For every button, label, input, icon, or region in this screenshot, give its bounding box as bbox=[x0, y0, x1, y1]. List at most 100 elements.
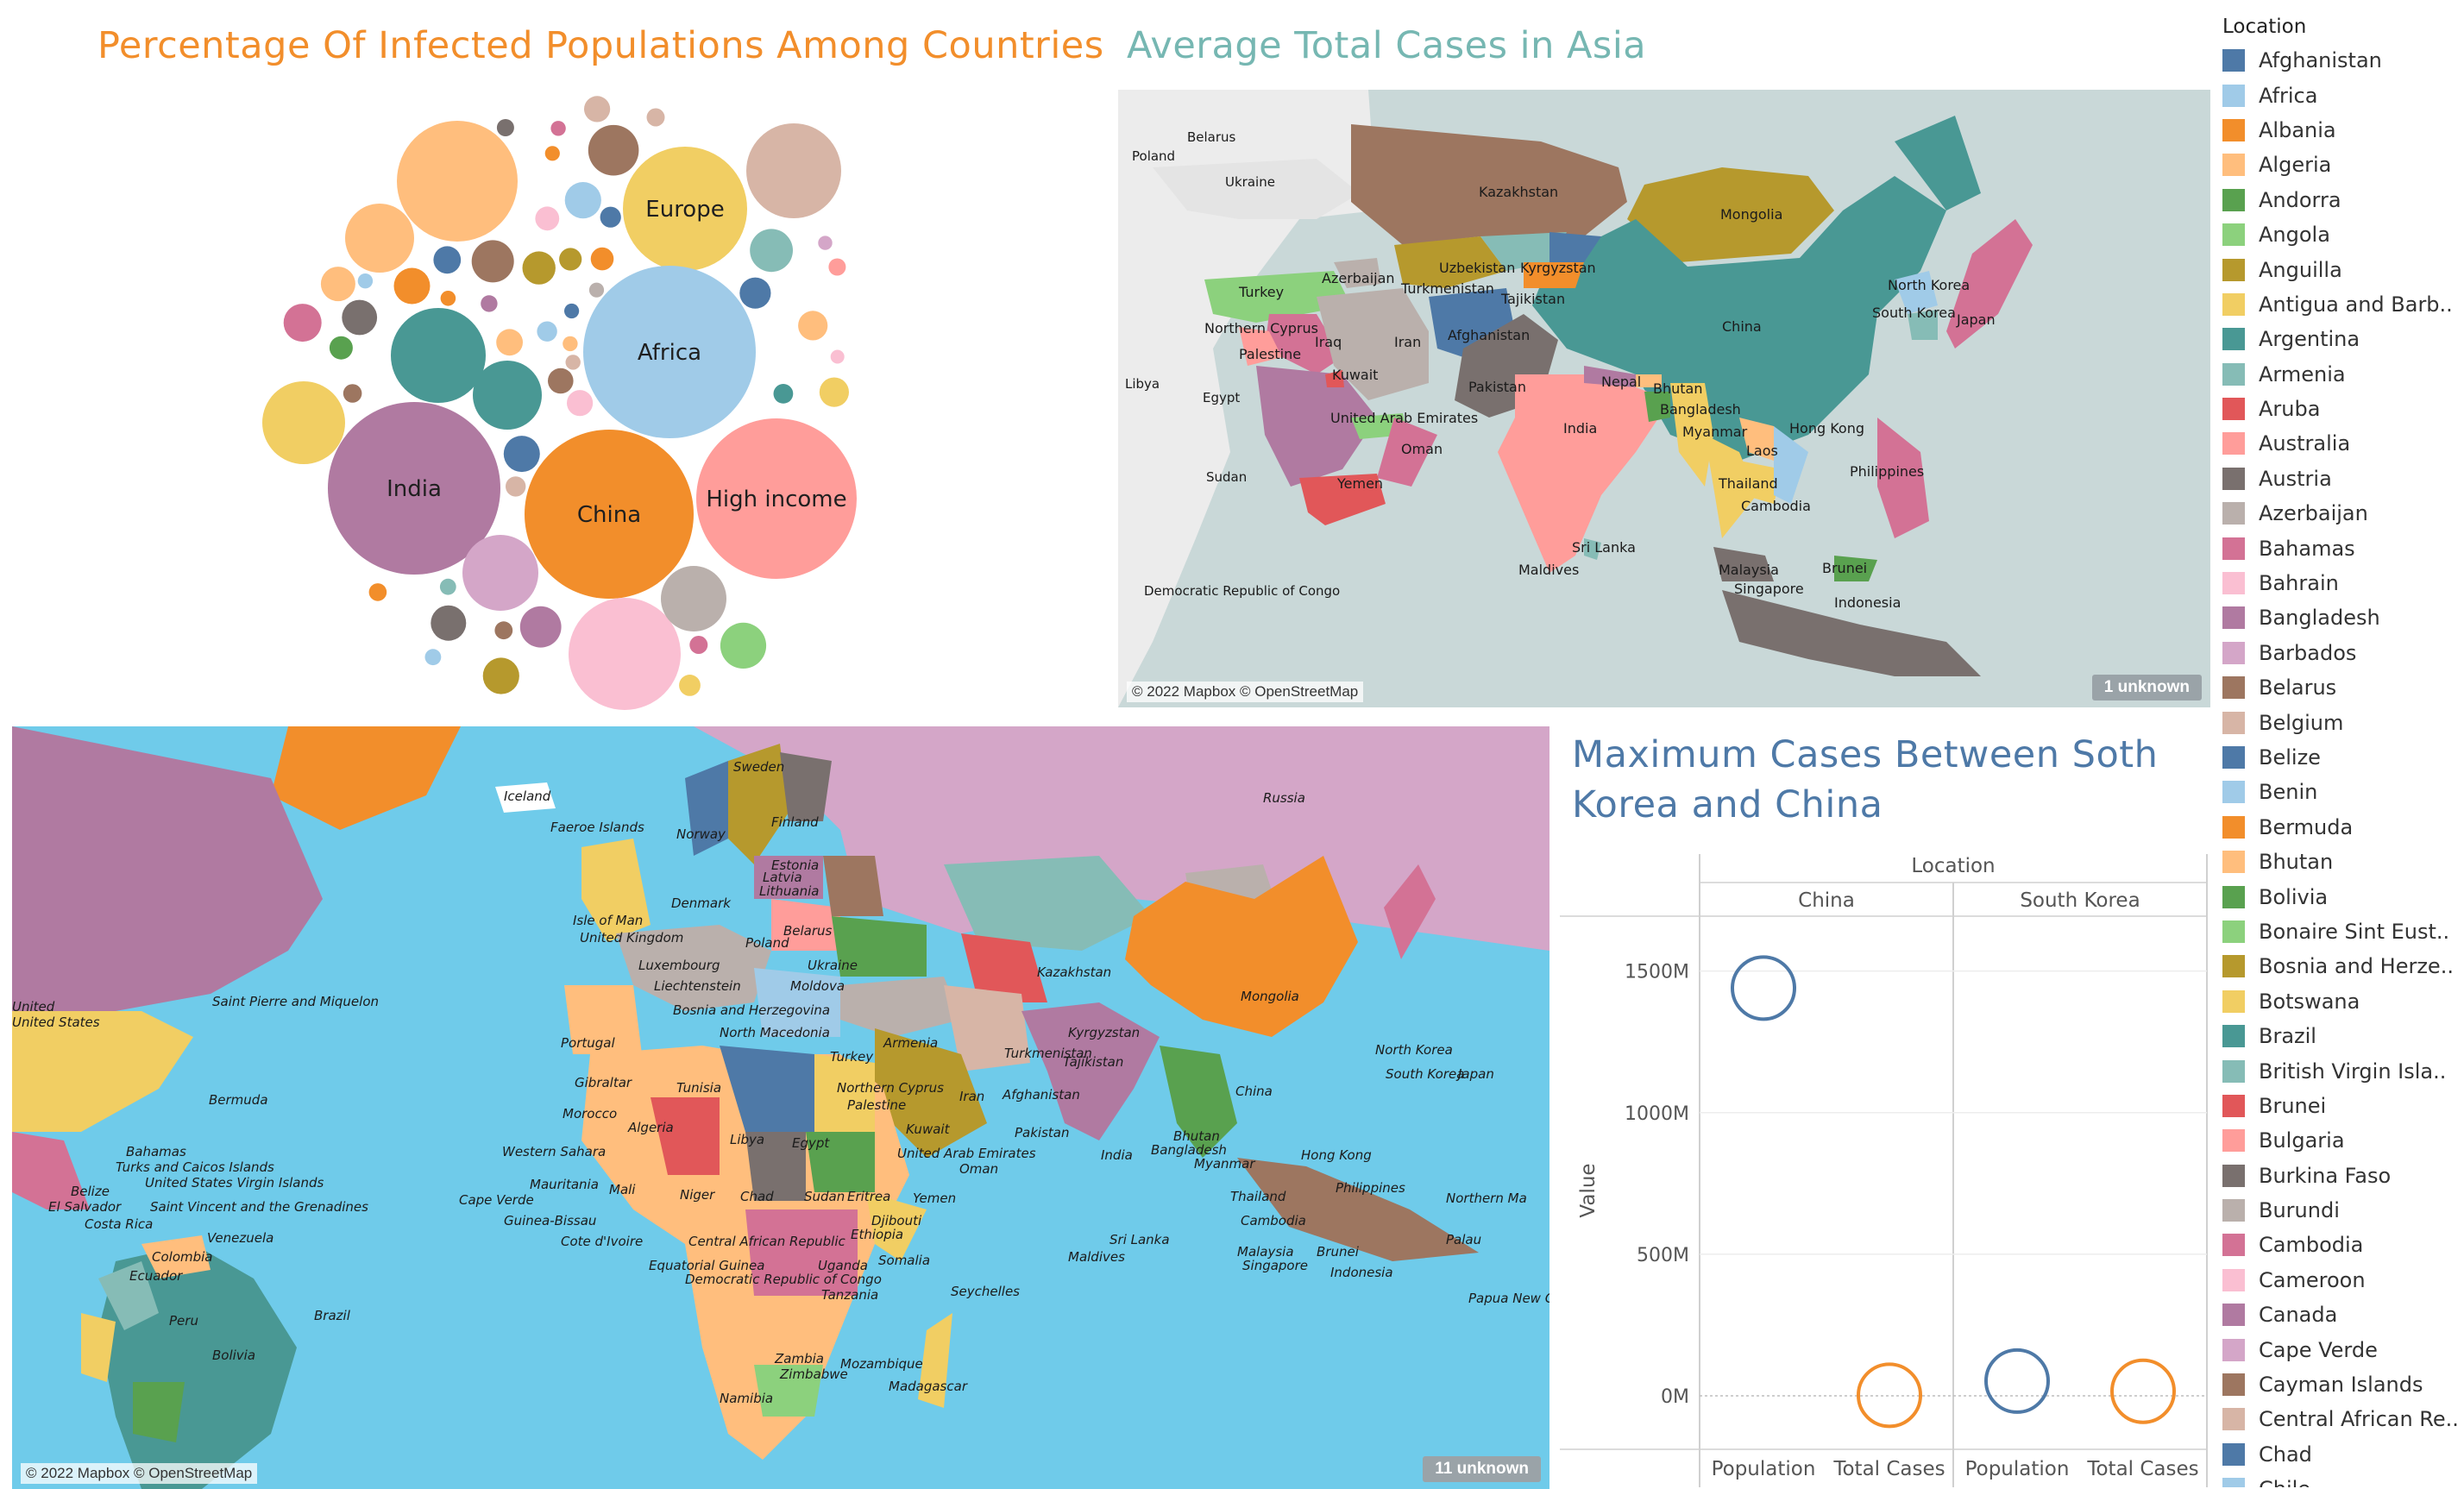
bubble[interactable] bbox=[565, 355, 581, 370]
bubble[interactable] bbox=[283, 304, 322, 342]
legend-item[interactable]: Chile bbox=[2222, 1472, 2464, 1487]
legend-item[interactable]: Belarus bbox=[2222, 670, 2464, 705]
bubble[interactable] bbox=[320, 267, 355, 302]
bubble[interactable] bbox=[431, 605, 467, 641]
bubble[interactable] bbox=[343, 384, 362, 403]
legend-item[interactable]: Botswana bbox=[2222, 984, 2464, 1019]
bubble[interactable] bbox=[522, 251, 556, 285]
bubble[interactable] bbox=[828, 258, 846, 276]
bubble[interactable] bbox=[567, 390, 594, 417]
bubble[interactable] bbox=[393, 267, 431, 305]
bubble[interactable] bbox=[496, 329, 523, 356]
bubble[interactable] bbox=[262, 381, 345, 464]
bubble[interactable] bbox=[564, 182, 601, 219]
legend-item[interactable]: Bonaire Sint Eust.. bbox=[2222, 914, 2464, 949]
bubble[interactable] bbox=[550, 121, 566, 136]
bubble[interactable] bbox=[494, 621, 513, 640]
bubble-india[interactable] bbox=[328, 402, 500, 575]
bubble-high-income[interactable] bbox=[696, 418, 857, 579]
bubble[interactable] bbox=[471, 240, 514, 283]
bubble[interactable] bbox=[818, 236, 833, 250]
legend-item[interactable]: Brazil bbox=[2222, 1019, 2464, 1053]
bubble[interactable] bbox=[462, 535, 538, 611]
bubble[interactable] bbox=[482, 657, 519, 694]
bubble[interactable] bbox=[433, 246, 462, 274]
asia-unknown-badge[interactable]: 1 unknown bbox=[2091, 675, 2202, 701]
bubble-africa[interactable] bbox=[583, 266, 756, 438]
legend-item[interactable]: Central African Re.. bbox=[2222, 1402, 2464, 1436]
legend-item[interactable]: Antigua and Barb.. bbox=[2222, 287, 2464, 322]
legend-item[interactable]: Cambodia bbox=[2222, 1228, 2464, 1262]
bubble[interactable] bbox=[537, 321, 557, 342]
legend-item[interactable]: Chad bbox=[2222, 1437, 2464, 1472]
bubble[interactable] bbox=[739, 277, 771, 309]
bubble[interactable] bbox=[773, 384, 794, 404]
bubble[interactable] bbox=[424, 649, 442, 666]
legend-item[interactable]: Barbados bbox=[2222, 636, 2464, 670]
legend-item[interactable]: Algeria bbox=[2222, 148, 2464, 182]
asia-map[interactable]: Kazakhstan Mongolia China Uzbekistan Kyrgyzs… bbox=[1118, 90, 2210, 707]
bubble[interactable] bbox=[798, 311, 828, 341]
legend-item[interactable]: Bangladesh bbox=[2222, 600, 2464, 635]
legend-item[interactable]: Cape Verde bbox=[2222, 1332, 2464, 1366]
bubble[interactable] bbox=[588, 124, 639, 176]
legend-item[interactable]: Bermuda bbox=[2222, 810, 2464, 845]
bubble[interactable] bbox=[391, 308, 486, 403]
world-map[interactable]: Iceland Sweden Finland Russia Faeroe Islands… bbox=[12, 726, 1549, 1489]
bubble[interactable] bbox=[496, 119, 514, 136]
legend-item[interactable]: Cameroon bbox=[2222, 1263, 2464, 1297]
bubble[interactable] bbox=[473, 361, 542, 430]
legend-item[interactable]: Austria bbox=[2222, 462, 2464, 496]
bubble[interactable] bbox=[397, 121, 518, 242]
bubble[interactable] bbox=[548, 368, 574, 394]
bubble[interactable] bbox=[342, 299, 378, 336]
bubble[interactable] bbox=[590, 247, 614, 271]
legend-item[interactable]: Africa bbox=[2222, 78, 2464, 112]
legend-item[interactable]: Bolivia bbox=[2222, 879, 2464, 914]
bubble[interactable] bbox=[329, 336, 353, 360]
bubble[interactable] bbox=[357, 273, 374, 289]
legend-item[interactable]: Azerbaijan bbox=[2222, 496, 2464, 531]
bubble[interactable] bbox=[506, 476, 526, 497]
bubble[interactable] bbox=[600, 206, 621, 228]
dot-china-population[interactable] bbox=[1731, 955, 1796, 1021]
bubble[interactable] bbox=[588, 282, 605, 298]
legend-item[interactable]: Bulgaria bbox=[2222, 1123, 2464, 1158]
bubble[interactable] bbox=[544, 146, 560, 161]
bubble-china[interactable] bbox=[525, 430, 694, 599]
bubble[interactable] bbox=[750, 229, 793, 273]
legend-item[interactable]: Australia bbox=[2222, 426, 2464, 461]
bubble[interactable] bbox=[689, 636, 708, 654]
legend-item[interactable]: Argentina bbox=[2222, 322, 2464, 356]
bubble[interactable] bbox=[646, 108, 665, 127]
bubble[interactable] bbox=[503, 436, 540, 473]
dot-china-total-cases[interactable] bbox=[1857, 1362, 1922, 1429]
legend-item[interactable]: Armenia bbox=[2222, 357, 2464, 392]
legend-item[interactable]: Bahamas bbox=[2222, 531, 2464, 565]
bubble[interactable] bbox=[746, 123, 841, 218]
legend-item[interactable]: Bhutan bbox=[2222, 845, 2464, 879]
legend-item[interactable]: Andorra bbox=[2222, 183, 2464, 217]
legend-item[interactable]: Afghanistan bbox=[2222, 43, 2464, 78]
legend-item[interactable]: Benin bbox=[2222, 775, 2464, 809]
bubble[interactable] bbox=[559, 248, 582, 271]
bubble[interactable] bbox=[564, 303, 580, 319]
bubble[interactable] bbox=[368, 583, 387, 601]
bubble[interactable] bbox=[661, 566, 726, 631]
bubble[interactable] bbox=[535, 206, 560, 231]
bubble[interactable] bbox=[519, 606, 562, 648]
bubble[interactable] bbox=[481, 295, 498, 312]
bubble[interactable] bbox=[679, 675, 701, 696]
legend-item[interactable]: Bosnia and Herze.. bbox=[2222, 949, 2464, 983]
bubble-europe[interactable] bbox=[623, 147, 747, 271]
location-legend[interactable]: Location Afghanistan Africa Albania Algeria… bbox=[2222, 16, 2464, 1487]
dot-south-korea-total-cases[interactable] bbox=[2110, 1358, 2176, 1424]
legend-item[interactable]: Burkina Faso bbox=[2222, 1159, 2464, 1193]
legend-item[interactable]: Aruba bbox=[2222, 392, 2464, 426]
bubble[interactable] bbox=[569, 598, 681, 710]
legend-item[interactable]: Albania bbox=[2222, 113, 2464, 148]
legend-item[interactable]: British Virgin Isla.. bbox=[2222, 1053, 2464, 1088]
bubble[interactable] bbox=[720, 622, 767, 669]
legend-item[interactable]: Belize bbox=[2222, 740, 2464, 775]
legend-item[interactable]: Bahrain bbox=[2222, 566, 2464, 600]
